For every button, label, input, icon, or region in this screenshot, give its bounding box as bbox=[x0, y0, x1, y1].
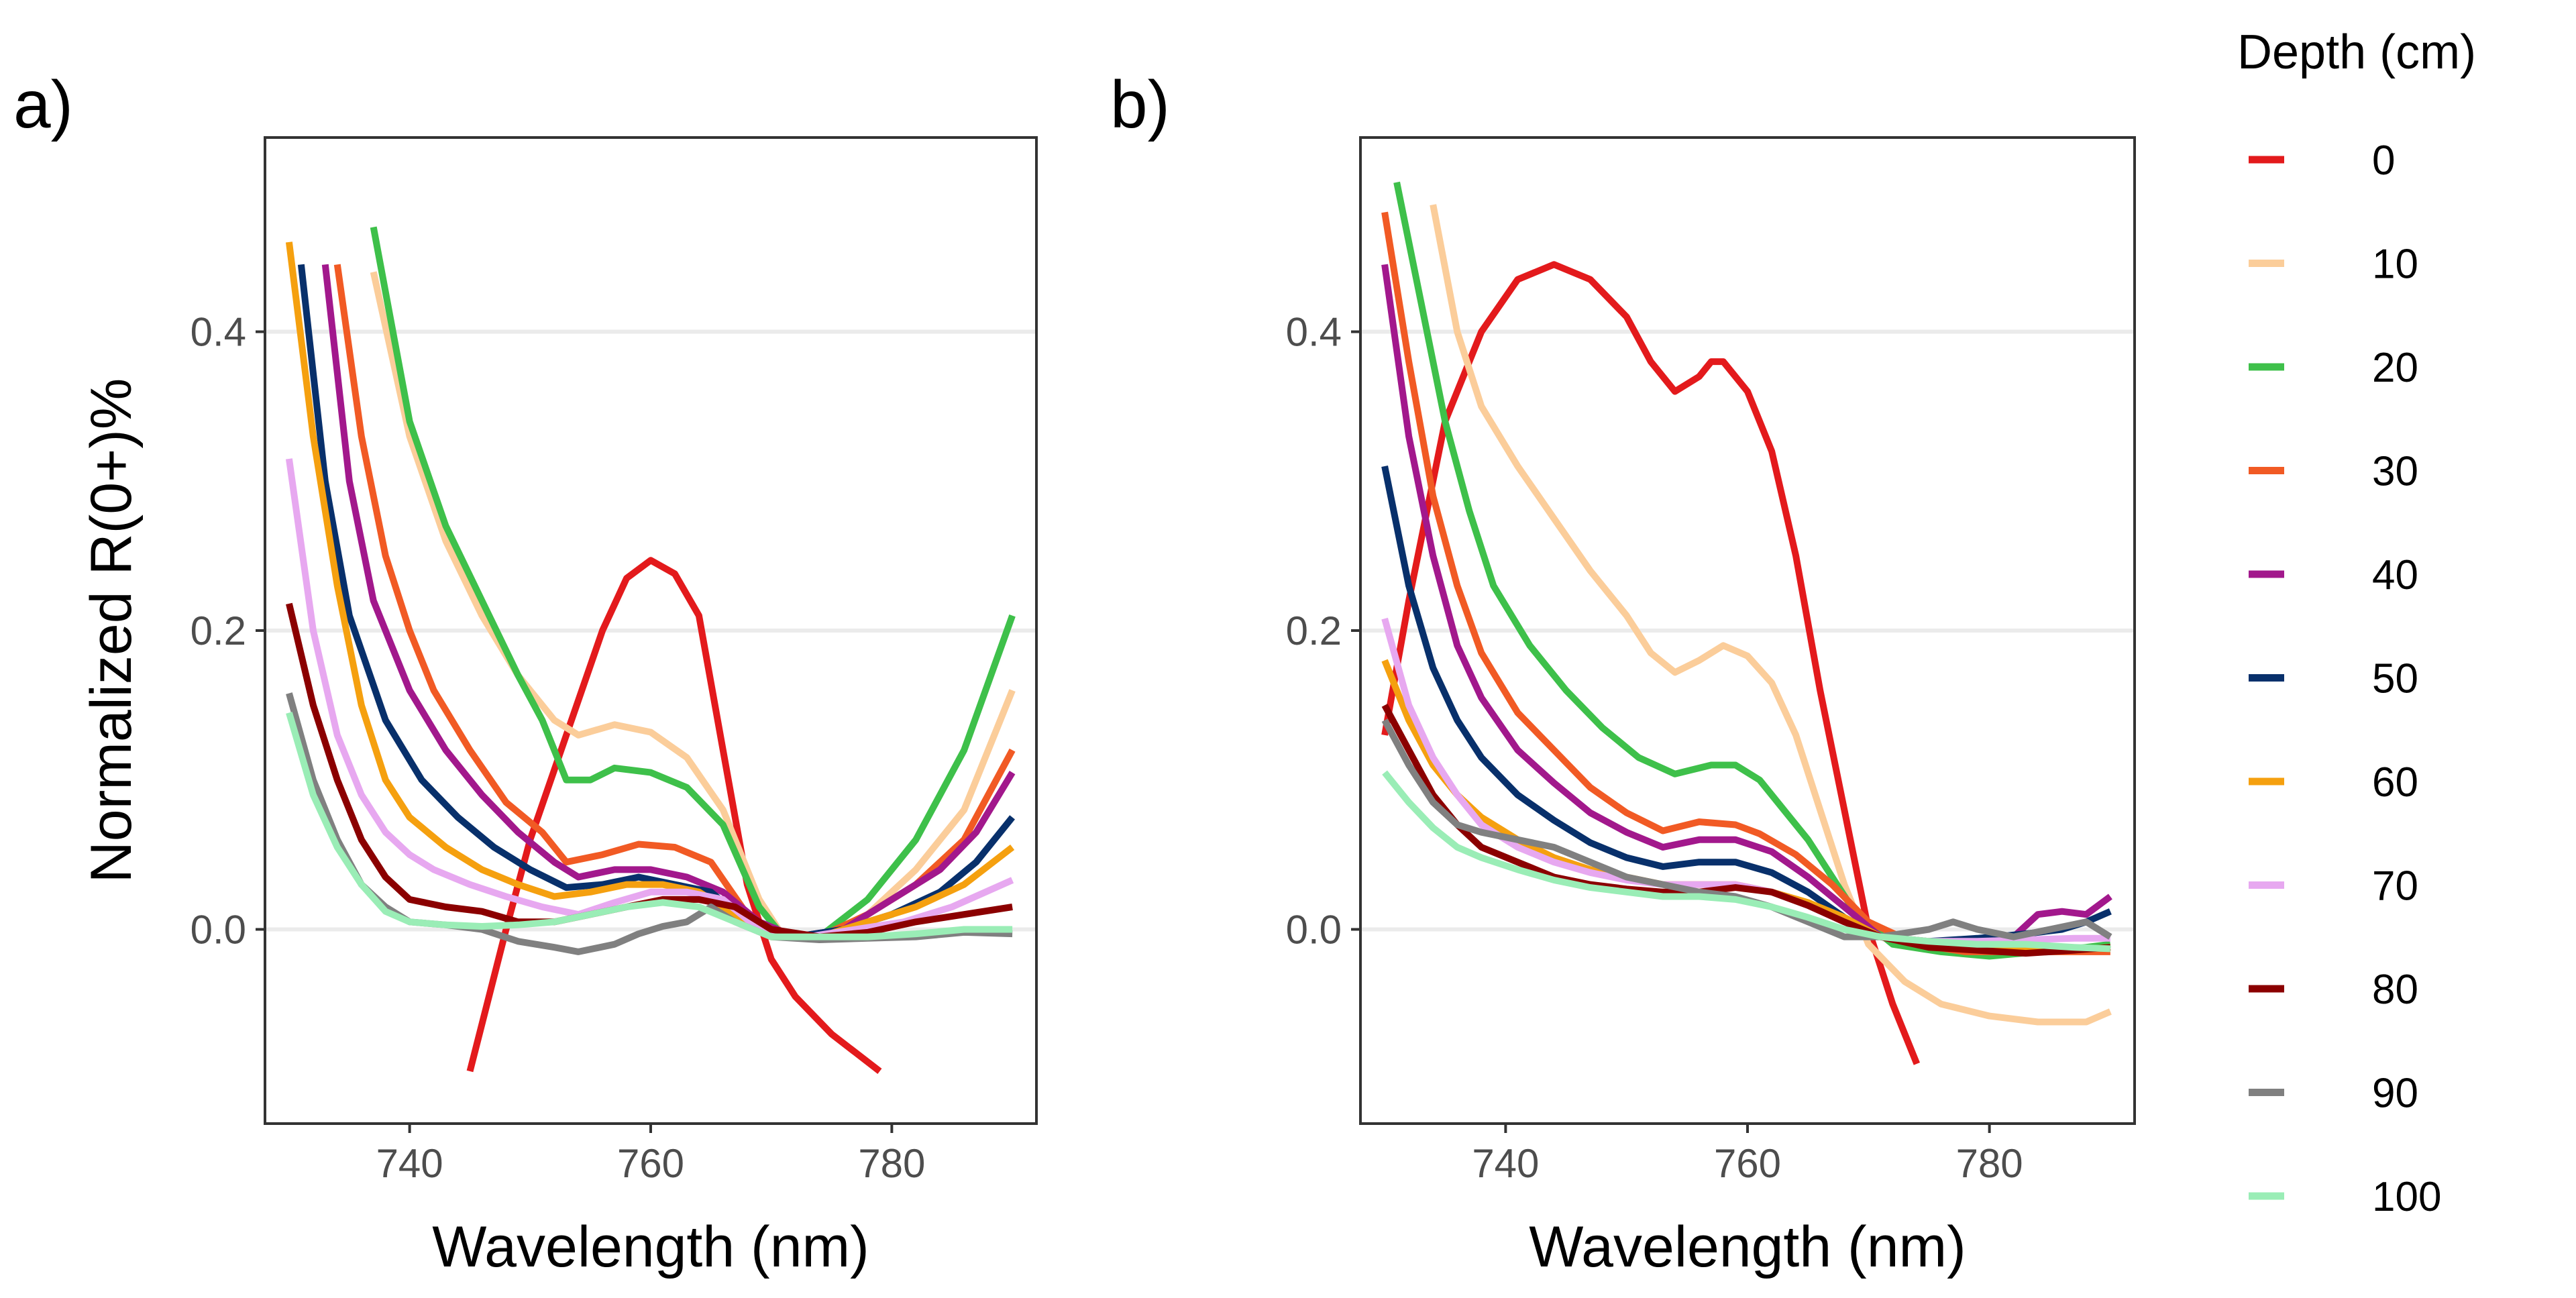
series-line-10 bbox=[1430, 204, 2112, 1026]
legend-label: 0 bbox=[2372, 138, 2395, 184]
series-group bbox=[285, 226, 1016, 1074]
panel-b: 740 760 780 0.0 0.2 0.4 Wavelength (nm) b) bbox=[1110, 67, 2136, 1279]
series-line-20 bbox=[370, 226, 1016, 940]
series-line-40 bbox=[1381, 264, 2112, 948]
x-tick-label: 760 bbox=[617, 1141, 684, 1186]
y-tick-label: 0.4 bbox=[191, 310, 246, 355]
y-tick-label: 0.4 bbox=[1286, 310, 1342, 355]
legend-label: 100 bbox=[2372, 1174, 2441, 1220]
legend-label: 70 bbox=[2372, 863, 2418, 910]
series-line-50 bbox=[1381, 466, 2112, 945]
x-tick-label: 740 bbox=[1472, 1141, 1539, 1186]
series-line-70 bbox=[285, 458, 1014, 940]
series-line-100 bbox=[286, 712, 1013, 940]
x-tick-label: 740 bbox=[376, 1141, 443, 1186]
x-axis-title: Wavelength (nm) bbox=[432, 1215, 869, 1279]
panel-label: a) bbox=[13, 67, 73, 142]
legend-label: 60 bbox=[2372, 759, 2418, 806]
legend-label: 90 bbox=[2372, 1071, 2418, 1117]
panel-label: b) bbox=[1110, 67, 1170, 142]
series-line-50 bbox=[297, 264, 1015, 940]
x-tick-label: 780 bbox=[1956, 1141, 2023, 1186]
series-line-60 bbox=[1381, 659, 2111, 954]
x-tick-label: 760 bbox=[1714, 1141, 1781, 1186]
y-tick-label: 0.2 bbox=[1286, 608, 1342, 653]
series-line-100 bbox=[1382, 770, 2111, 953]
series-line-40 bbox=[321, 264, 1016, 940]
legend-label: 10 bbox=[2372, 241, 2418, 288]
series-line-0 bbox=[466, 557, 882, 1074]
y-tick-label: 0.2 bbox=[191, 608, 246, 653]
legend-label: 50 bbox=[2372, 656, 2418, 702]
y-tick-label: 0.0 bbox=[191, 907, 246, 952]
y-tick-label: 0.0 bbox=[1286, 907, 1342, 952]
y-axis-title: Normalized R(0+)% bbox=[79, 378, 144, 883]
legend-label: 30 bbox=[2372, 449, 2418, 495]
x-axis-title: Wavelength (nm) bbox=[1529, 1215, 1966, 1279]
x-tick-label: 780 bbox=[858, 1141, 925, 1186]
legend-label: 20 bbox=[2372, 345, 2418, 391]
series-group bbox=[1381, 181, 2112, 1065]
series-line-0 bbox=[1381, 261, 1921, 1065]
series-line-30 bbox=[333, 264, 1016, 940]
legend-label: 80 bbox=[2372, 967, 2418, 1013]
panel-a: 740 760 780 0.0 0.2 0.4 Wavelength (nm) Normali… bbox=[13, 67, 1038, 1279]
legend-title: Depth (cm) bbox=[2237, 25, 2476, 79]
legend: Depth (cm) 0 10 20 30 40 50 60 70 80 90 100 bbox=[2237, 25, 2476, 1220]
legend-label: 40 bbox=[2372, 552, 2418, 598]
